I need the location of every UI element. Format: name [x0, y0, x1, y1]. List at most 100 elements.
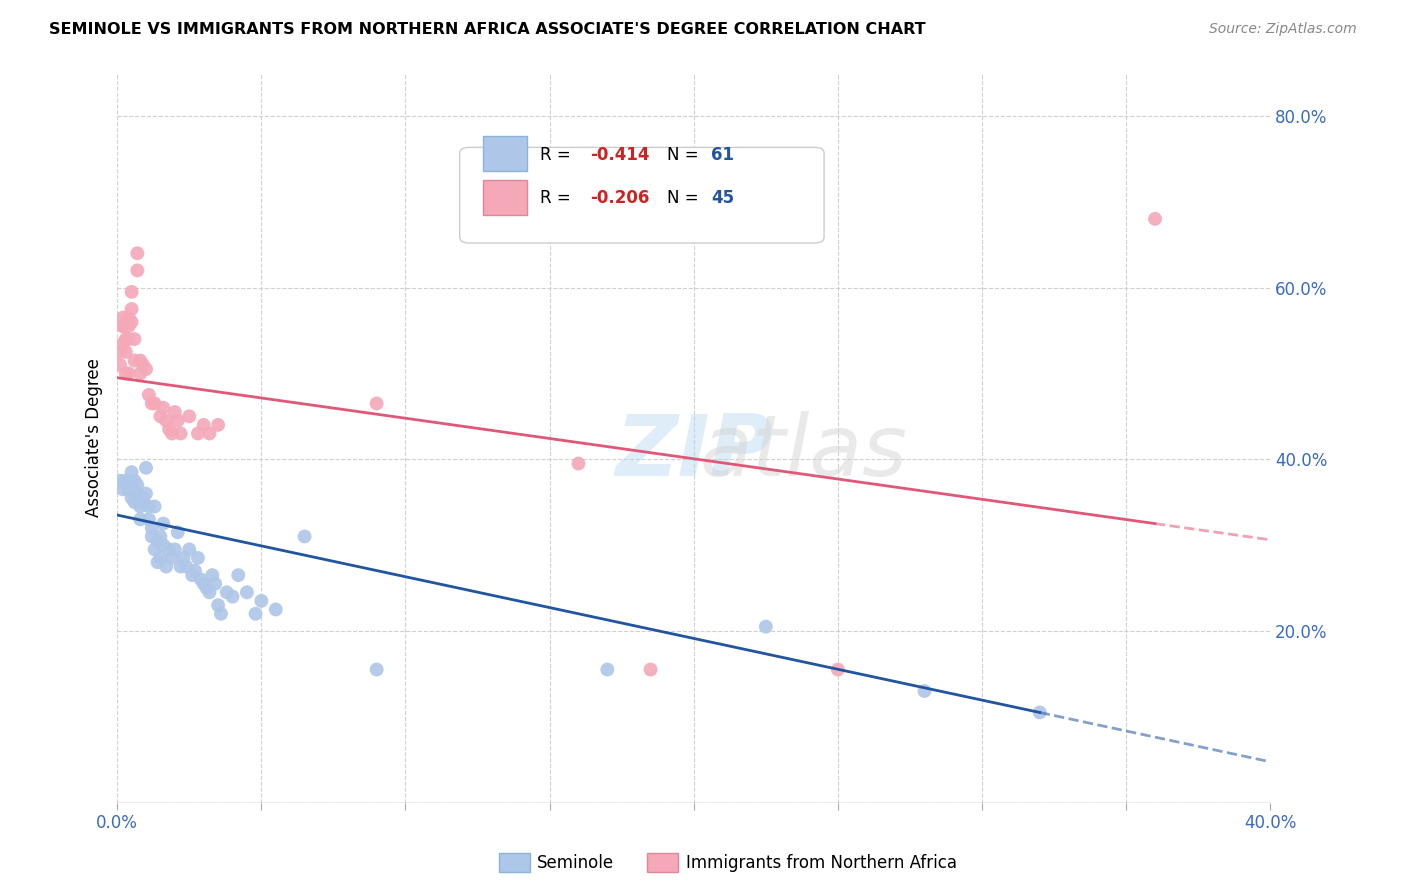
Point	[118, 483, 141, 497]
Point	[146, 533, 169, 548]
Point	[135, 460, 157, 475]
Point	[152, 401, 174, 415]
Point	[169, 426, 191, 441]
Point	[143, 396, 166, 410]
Text: ZIP: ZIP	[614, 411, 772, 494]
Point	[118, 310, 141, 325]
Point	[127, 246, 149, 260]
Point	[1144, 211, 1167, 226]
Point	[143, 542, 166, 557]
Point	[204, 576, 226, 591]
Text: -0.206: -0.206	[591, 189, 650, 208]
Point	[108, 474, 131, 488]
Point	[146, 555, 169, 569]
Point	[366, 396, 388, 410]
Point	[118, 319, 141, 334]
Point	[193, 576, 215, 591]
Point	[294, 529, 316, 543]
Point	[135, 486, 157, 500]
Point	[264, 602, 287, 616]
Point	[160, 551, 183, 566]
Point	[118, 332, 141, 346]
Point	[111, 483, 134, 497]
Point	[155, 414, 177, 428]
Point	[115, 474, 138, 488]
Point	[149, 551, 172, 566]
Text: R =: R =	[540, 145, 576, 164]
Point	[169, 559, 191, 574]
Point	[179, 542, 201, 557]
FancyBboxPatch shape	[482, 136, 527, 171]
Text: -0.414: -0.414	[591, 145, 650, 164]
FancyBboxPatch shape	[460, 147, 824, 243]
Text: N =: N =	[668, 189, 704, 208]
Point	[173, 551, 195, 566]
Point	[193, 417, 215, 432]
Point	[195, 581, 218, 595]
Point	[141, 529, 163, 543]
Point	[567, 457, 589, 471]
Point	[129, 500, 152, 514]
Point	[163, 542, 186, 557]
Text: R =: R =	[540, 189, 576, 208]
Point	[155, 559, 177, 574]
Point	[236, 585, 259, 599]
Point	[132, 495, 155, 509]
Point	[157, 422, 180, 436]
Point	[138, 388, 160, 402]
Point	[129, 353, 152, 368]
Point	[118, 367, 141, 381]
Point	[108, 358, 131, 372]
Point	[141, 521, 163, 535]
Point	[127, 263, 149, 277]
Point	[250, 594, 273, 608]
Point	[143, 500, 166, 514]
Point	[111, 310, 134, 325]
Text: SEMINOLE VS IMMIGRANTS FROM NORTHERN AFRICA ASSOCIATE'S DEGREE CORRELATION CHART: SEMINOLE VS IMMIGRANTS FROM NORTHERN AFR…	[49, 22, 925, 37]
Text: 61: 61	[711, 145, 734, 164]
Point	[207, 417, 229, 432]
Point	[149, 529, 172, 543]
Point	[135, 362, 157, 376]
Point	[166, 525, 188, 540]
Point	[207, 598, 229, 612]
Point	[108, 345, 131, 359]
Point	[138, 500, 160, 514]
Point	[115, 367, 138, 381]
Point	[198, 426, 221, 441]
Point	[121, 301, 143, 316]
Point	[187, 551, 209, 566]
Point	[176, 559, 198, 574]
Point	[121, 465, 143, 479]
Point	[111, 336, 134, 351]
FancyBboxPatch shape	[482, 180, 527, 215]
Point	[132, 358, 155, 372]
Point	[138, 512, 160, 526]
Point	[755, 619, 778, 633]
Text: Source: ZipAtlas.com: Source: ZipAtlas.com	[1209, 22, 1357, 37]
Point	[596, 663, 619, 677]
Point	[215, 585, 238, 599]
Point	[160, 426, 183, 441]
Point	[141, 396, 163, 410]
Point	[129, 367, 152, 381]
Point	[201, 568, 224, 582]
Text: atlas: atlas	[699, 411, 907, 494]
Point	[149, 409, 172, 424]
Point	[640, 663, 662, 677]
Point	[827, 663, 849, 677]
Point	[152, 538, 174, 552]
Point	[221, 590, 243, 604]
Point	[115, 345, 138, 359]
Point	[132, 491, 155, 505]
Point	[157, 542, 180, 557]
Text: Seminole: Seminole	[537, 854, 614, 871]
Point	[121, 285, 143, 299]
Point	[121, 315, 143, 329]
Point	[115, 332, 138, 346]
Point	[198, 585, 221, 599]
Point	[912, 684, 935, 698]
Point	[184, 564, 207, 578]
Point	[179, 409, 201, 424]
Point	[124, 495, 146, 509]
